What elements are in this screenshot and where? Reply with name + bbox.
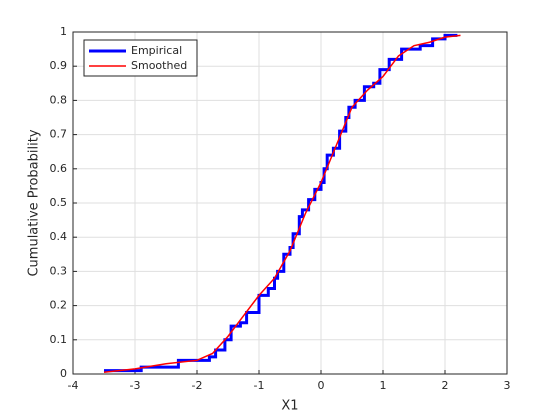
y-tick-label: 0.7: [50, 128, 68, 141]
x-tick-label: -2: [192, 379, 203, 392]
x-tick-label: 3: [504, 379, 511, 392]
y-tick-label: 0.2: [50, 299, 68, 312]
y-axis-label: Cumulative Probability: [27, 129, 42, 276]
plot-frame: [72, 31, 508, 375]
y-tick-label: 0: [60, 367, 67, 380]
x-tick-label: 1: [380, 379, 387, 392]
series-line: [103, 34, 461, 374]
y-tick-label: 0.8: [50, 93, 68, 106]
x-tick-label: -1: [254, 379, 265, 392]
legend-label: Empirical: [131, 44, 182, 57]
y-tick-label: 0.5: [50, 196, 68, 209]
y-tick-label: 0.9: [50, 59, 68, 72]
x-tick-label: 0: [318, 379, 325, 392]
x-axis-label: X1: [281, 399, 298, 414]
x-tick-label: -4: [68, 379, 79, 392]
y-tick-label: 0.3: [50, 264, 68, 277]
y-tick-label: 0.4: [50, 230, 68, 243]
x-tick-label: -3: [130, 379, 141, 392]
legend-box: [83, 39, 198, 77]
y-tick-label: 0.1: [50, 333, 68, 346]
y-tick-label: 0.6: [50, 162, 68, 175]
x-tick-label: 2: [442, 379, 449, 392]
series-line: [104, 33, 458, 373]
y-tick-label: 1: [60, 25, 67, 38]
legend-label: Smoothed: [131, 59, 187, 72]
